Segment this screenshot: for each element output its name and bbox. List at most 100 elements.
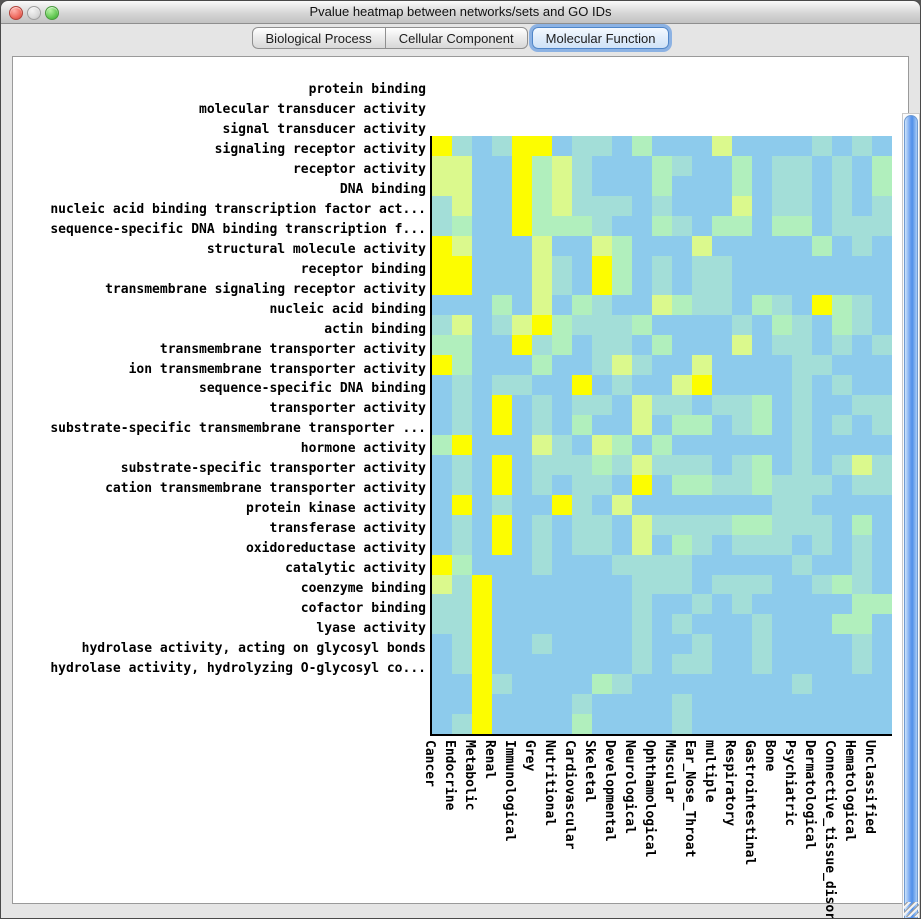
heatmap-cell [872, 594, 892, 615]
heatmap-cell [852, 215, 872, 236]
tab-molecular-function[interactable]: Molecular Function [531, 27, 670, 49]
heatmap-cell [512, 634, 532, 655]
heatmap-cell [452, 395, 472, 416]
heatmap-cell [772, 574, 792, 595]
heatmap-cell [852, 474, 872, 495]
heatmap-cell [792, 355, 812, 376]
heatmap-cell [752, 375, 772, 396]
row-label: structural molecule activity [206, 241, 426, 257]
heatmap-cell [592, 694, 612, 715]
heatmap-cell [632, 694, 652, 715]
heatmap-cell [692, 395, 712, 416]
heatmap-cell [652, 454, 672, 475]
heatmap-cell [492, 355, 512, 376]
heatmap-cell [512, 275, 532, 296]
heatmap-cell [552, 534, 572, 555]
heatmap-cell [672, 175, 692, 196]
heatmap-cell [472, 155, 492, 176]
heatmap-cell [752, 275, 772, 296]
heatmap-cell [872, 155, 892, 176]
heatmap-cell [532, 494, 552, 515]
heatmap-cell [832, 674, 852, 695]
heatmap-cell [812, 136, 832, 156]
column-label: Cancer [422, 740, 437, 787]
heatmap-cell [552, 295, 572, 316]
heatmap-cell [652, 614, 672, 635]
heatmap-cell [812, 514, 832, 535]
heatmap-cell [832, 634, 852, 655]
heatmap-cell [692, 275, 712, 296]
vertical-scrollbar-thumb[interactable] [904, 115, 918, 918]
heatmap-cell [552, 315, 572, 336]
heatmap-cell [872, 554, 892, 575]
minimize-icon[interactable] [27, 6, 41, 20]
heatmap-cell [772, 674, 792, 695]
heatmap-cell [552, 395, 572, 416]
heatmap-cell [732, 136, 752, 156]
heatmap-cell [852, 674, 872, 695]
resize-grip-icon[interactable] [904, 902, 919, 917]
heatmap-cell [752, 235, 772, 256]
close-icon[interactable] [9, 6, 23, 20]
heatmap-cell [872, 215, 892, 236]
heatmap-cell [612, 195, 632, 216]
heatmap-cell [872, 315, 892, 336]
tab-biological-process[interactable]: Biological Process [251, 27, 386, 49]
heatmap-cell [632, 454, 652, 475]
row-label: receptor activity [292, 162, 426, 178]
heatmap-cell [812, 534, 832, 555]
heatmap-cell [452, 534, 472, 555]
heatmap-cell [752, 136, 772, 156]
heatmap-cell [452, 315, 472, 336]
heatmap-cell [612, 594, 632, 615]
heatmap-cell [812, 395, 832, 416]
heatmap-cell [552, 434, 572, 455]
heatmap-cell [732, 494, 752, 515]
heatmap-cell [592, 534, 612, 555]
heatmap-cell [572, 255, 592, 276]
heatmap-cell [612, 634, 632, 655]
heatmap-cell [692, 255, 712, 276]
row-label: protein kinase activity [245, 501, 426, 517]
tab-cellular-component[interactable]: Cellular Component [384, 27, 528, 49]
heatmap-cell [732, 315, 752, 336]
heatmap-cell [612, 574, 632, 595]
heatmap-cell [472, 315, 492, 336]
heatmap-cell [592, 494, 612, 515]
heatmap-cell [752, 514, 772, 535]
heatmap-cell [432, 275, 452, 296]
heatmap-cell [612, 674, 632, 695]
heatmap-cell [432, 155, 452, 176]
heatmap-cell [832, 395, 852, 416]
heatmap-cell [792, 235, 812, 256]
heatmap-cell [512, 136, 532, 156]
heatmap-cell [772, 594, 792, 615]
heatmap-cell [492, 395, 512, 416]
heatmap-cell [472, 175, 492, 196]
heatmap-cell [792, 554, 812, 575]
heatmap-cell [732, 634, 752, 655]
heatmap-cell [672, 674, 692, 695]
heatmap-cell [812, 554, 832, 575]
heatmap-cell [552, 375, 572, 396]
heatmap-cell [612, 534, 632, 555]
heatmap-cell [792, 155, 812, 176]
heatmap-cell [432, 594, 452, 615]
column-label: Developmental [602, 740, 617, 842]
heatmap-cell [672, 554, 692, 575]
heatmap-cell [572, 275, 592, 296]
heatmap-cell [552, 215, 572, 236]
heatmap-cell [812, 335, 832, 356]
heatmap-cell [552, 454, 572, 475]
column-label: Ophthamological [642, 740, 657, 858]
heatmap-cell [572, 195, 592, 216]
heatmap-cell [712, 375, 732, 396]
heatmap-cell [532, 335, 552, 356]
heatmap-cell [872, 574, 892, 595]
heatmap-cell [772, 395, 792, 416]
heatmap-cell [812, 255, 832, 276]
heatmap-cell [692, 494, 712, 515]
heatmap-cell [872, 335, 892, 356]
zoom-icon[interactable] [45, 6, 59, 20]
vertical-scrollbar-track[interactable] [902, 113, 920, 918]
